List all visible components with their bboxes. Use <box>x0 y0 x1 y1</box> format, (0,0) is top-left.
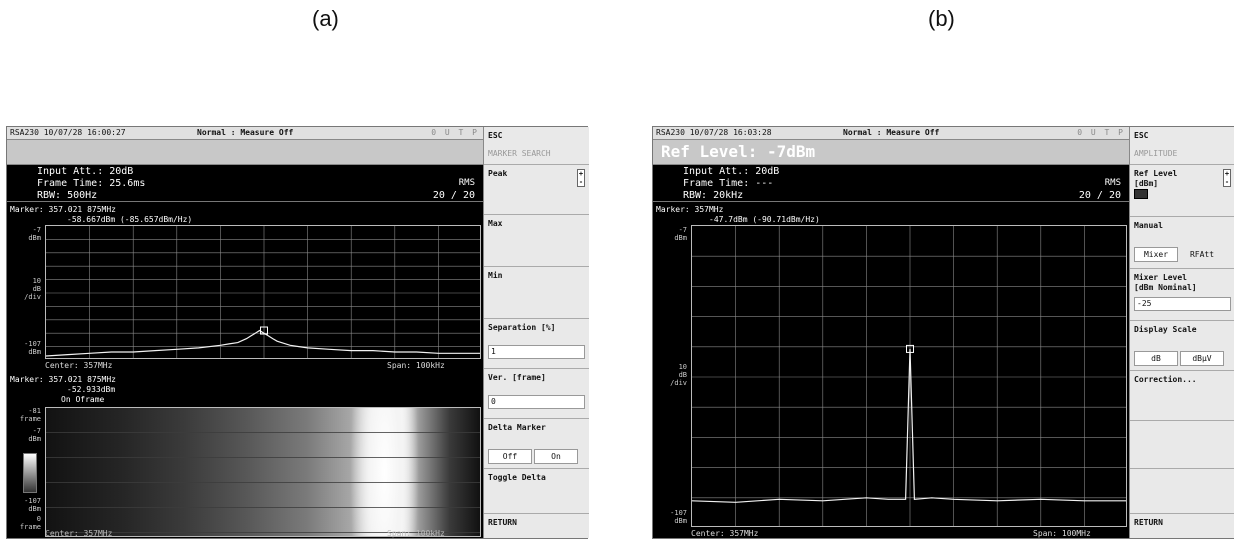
marker-readout-freq: Marker: 357MHz <box>656 205 724 214</box>
ver-input[interactable]: 0 <box>488 395 585 409</box>
status-flags: 0 U T P <box>1077 128 1125 137</box>
return-button[interactable]: RETURN <box>1134 518 1163 527</box>
y-scale-label: 10 dB/div <box>24 277 41 301</box>
frame-bottom-label: 0 frame <box>19 515 41 531</box>
screenshot-a: RSA230 10/07/28 16:00:27 Normal : Measur… <box>6 126 589 539</box>
status-flags: 0 U T P <box>431 128 479 137</box>
input-att: Input Att.: 20dB <box>37 166 134 177</box>
spectrogram-marker-freq: Marker: 357.021 875MHz <box>10 375 116 384</box>
detector-label: RMS <box>458 178 475 188</box>
rfatt-toggle[interactable]: RFAtt <box>1180 247 1224 262</box>
display-scale-softkey[interactable]: Display Scale dB dBμV <box>1130 321 1234 371</box>
spectrogram-marker-level: -52.933dBm <box>67 385 116 394</box>
status-bar: RSA230 10/07/28 16:03:28 Normal : Measur… <box>653 127 1129 140</box>
frame-top-label: -81 frame <box>19 407 41 423</box>
caption-b: (b) <box>928 6 955 31</box>
spin-updown-icon[interactable]: + - <box>577 169 585 187</box>
colorbar <box>23 453 37 493</box>
trace-line <box>692 348 1126 503</box>
return-button[interactable]: RETURN <box>488 518 517 527</box>
softkey-panel: ESC AMPLITUDE Ref Level [dBm] + - Manual … <box>1129 127 1234 538</box>
center-freq-label: Center: 357MHz <box>45 361 113 370</box>
spin-updown-icon[interactable]: + - <box>1223 169 1231 187</box>
ver-softkey[interactable]: Ver. [frame] 0 <box>484 369 589 419</box>
marker-readout-level: -47.7dBm (-90.71dBm/Hz) <box>709 215 820 224</box>
spectrogram-center-label: Center: 357MHz <box>45 529 113 538</box>
separation-softkey[interactable]: Separation [%] 1 <box>484 319 589 369</box>
display-area: RSA230 10/07/28 16:03:28 Normal : Measur… <box>653 127 1129 538</box>
y-top-label: -7 dBm <box>28 226 41 242</box>
message-text: Ref Level: -7dBm <box>661 142 816 161</box>
esc-button[interactable]: ESC MARKER SEARCH <box>484 127 589 165</box>
colorbar-bottom-label: -107 dBm <box>24 497 41 513</box>
colorbar-top-label: -7 dBm <box>28 427 41 443</box>
ref-level-value-icon[interactable] <box>1134 189 1148 199</box>
status-timestamp: RSA230 10/07/28 16:03:28 <box>656 128 772 137</box>
esc-button[interactable]: ESC AMPLITUDE <box>1130 127 1234 165</box>
menu-title: MARKER SEARCH <box>488 149 551 158</box>
span-label: Span: 100kHz <box>387 361 445 370</box>
spectrum-svg <box>692 226 1126 526</box>
dbuv-toggle[interactable]: dBμV <box>1180 351 1224 366</box>
span-label: Span: 100MHz <box>1033 529 1091 538</box>
trace-count: 20 / 20 <box>432 190 475 201</box>
softkey-panel: ESC MARKER SEARCH Peak + - Max Min Separa… <box>483 127 589 538</box>
y-top-label: -7 dBm <box>674 226 687 242</box>
settings-info: Input Att.: 20dB Frame Time: --- RBW: 20… <box>653 165 1129 202</box>
message-bar: Ref Level: -7dBm <box>653 140 1129 165</box>
spectrogram-marker-frame: On Oframe <box>61 395 105 404</box>
settings-info: Input Att.: 20dB Frame Time: 25.6ms RBW:… <box>7 165 483 202</box>
mixer-level-input[interactable]: -25 <box>1134 297 1231 311</box>
y-bottom-label: -107 dBm <box>670 509 687 525</box>
spectrum-plot <box>45 225 481 359</box>
marker-readout-level: -58.667dBm (-85.657dBm/Hz) <box>67 215 193 224</box>
status-mode: Normal : Measure Off <box>843 128 940 137</box>
status-bar: RSA230 10/07/28 16:00:27 Normal : Measur… <box>7 127 483 140</box>
y-scale-label: 10 dB/div <box>670 363 687 387</box>
delta-off-toggle[interactable]: Off <box>488 449 532 464</box>
status-timestamp: RSA230 10/07/28 16:00:27 <box>10 128 126 137</box>
ref-level-softkey[interactable]: Ref Level [dBm] + - <box>1130 165 1234 217</box>
delta-on-toggle[interactable]: On <box>534 449 578 464</box>
min-button[interactable]: Min <box>484 267 589 319</box>
input-att: Input Att.: 20dB <box>683 166 780 177</box>
spectrum-svg <box>46 226 480 358</box>
spectrogram-span-label: Span: 100kHz <box>387 529 445 538</box>
rbw: RBW: 20kHz <box>683 190 744 201</box>
delta-marker-softkey[interactable]: Delta Marker Off On <box>484 419 589 469</box>
spectrum-plot <box>691 225 1127 527</box>
empty-softkey-2[interactable] <box>1130 469 1234 514</box>
max-button[interactable]: Max <box>484 215 589 267</box>
marker-readout-freq: Marker: 357.021 875MHz <box>10 205 116 214</box>
spectrogram <box>45 407 481 537</box>
marker-icon <box>906 344 914 353</box>
trace-count: 20 / 20 <box>1078 190 1121 201</box>
manual-softkey[interactable]: Manual Mixer RFAtt <box>1130 217 1234 269</box>
trace-line <box>46 329 480 357</box>
status-mode: Normal : Measure Off <box>197 128 294 137</box>
db-toggle[interactable]: dB <box>1134 351 1178 366</box>
rbw: RBW: 500Hz <box>37 190 98 201</box>
menu-title: AMPLITUDE <box>1134 149 1178 158</box>
correction-button[interactable]: Correction... <box>1130 371 1234 421</box>
mixer-toggle[interactable]: Mixer <box>1134 247 1178 262</box>
center-freq-label: Center: 357MHz <box>691 529 759 538</box>
frame-time: Frame Time: --- <box>683 178 774 189</box>
y-bottom-label: -107 dBm <box>24 340 41 356</box>
frame-time: Frame Time: 25.6ms <box>37 178 146 189</box>
display-area: RSA230 10/07/28 16:00:27 Normal : Measur… <box>7 127 483 538</box>
detector-label: RMS <box>1104 178 1121 188</box>
screenshot-b: RSA230 10/07/28 16:03:28 Normal : Measur… <box>652 126 1234 539</box>
separation-input[interactable]: 1 <box>488 345 585 359</box>
message-bar <box>7 140 483 165</box>
marker-icon <box>260 326 268 335</box>
peak-button[interactable]: Peak + - <box>484 165 589 215</box>
empty-softkey-1[interactable] <box>1130 421 1234 469</box>
mixer-level-softkey[interactable]: Mixer Level [dBm Nominal] -25 <box>1130 269 1234 321</box>
caption-a: (a) <box>312 6 339 31</box>
toggle-delta-button[interactable]: Toggle Delta <box>484 469 589 514</box>
